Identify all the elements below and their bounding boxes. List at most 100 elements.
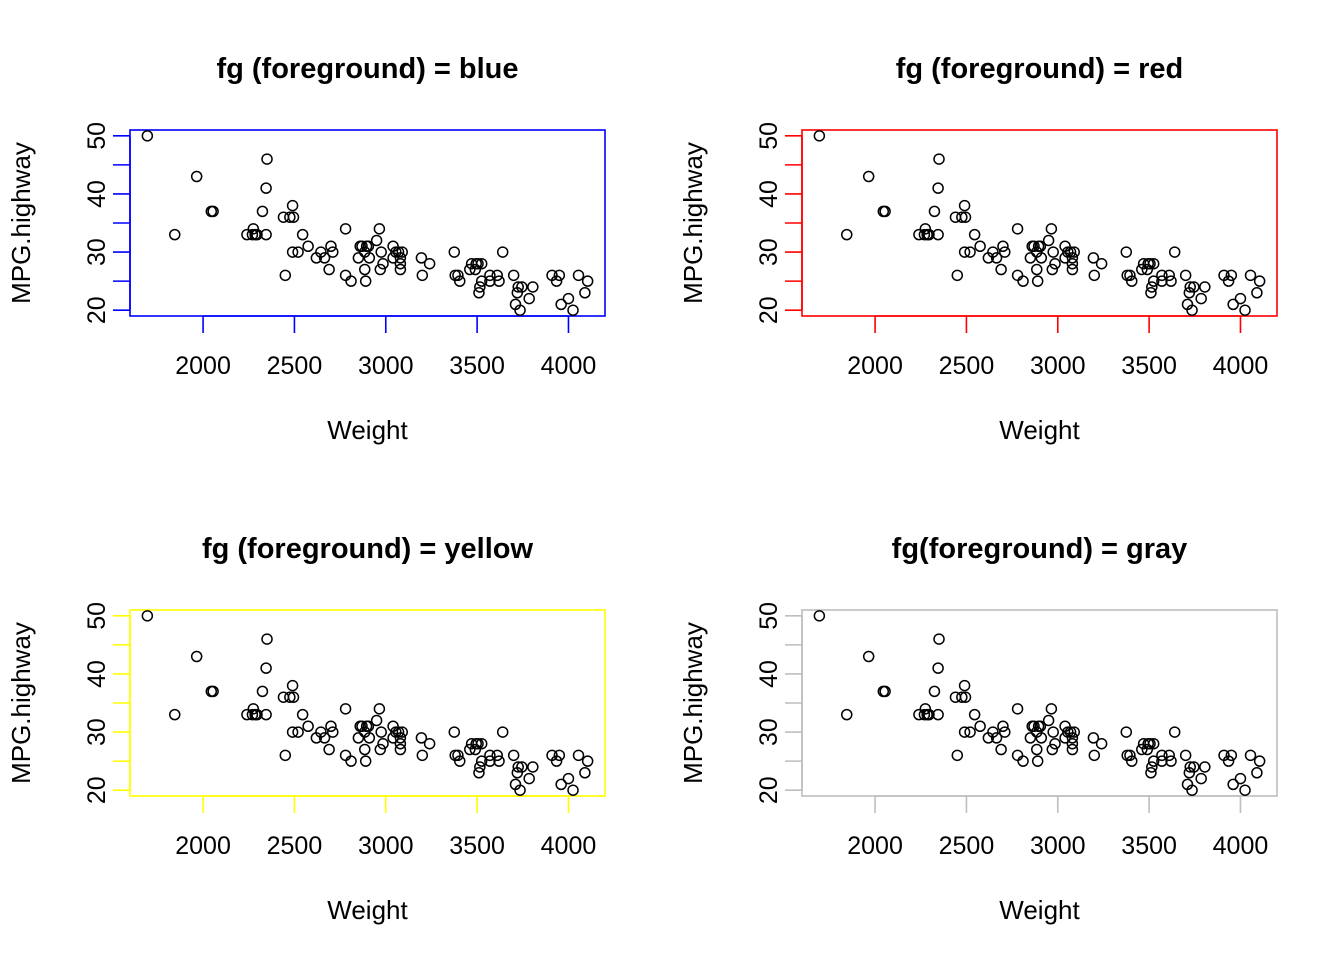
x-tick-label: 2000 [175,832,231,860]
plot-box [129,609,606,797]
y-tick-label: 30 [83,718,111,746]
panel-title: fg(foreground) = gray [892,533,1188,565]
data-point [339,749,352,762]
data-point [452,269,464,282]
x-axis-label: Weight [999,415,1080,445]
data-point [416,269,429,282]
data-point [1120,246,1133,258]
data-point [951,269,964,282]
data-point [1136,263,1148,276]
data-point [260,708,272,721]
data-point [1144,257,1156,270]
data-point [362,240,375,252]
data-point [1147,275,1160,287]
y-axis-label: MPG.highway [6,142,36,304]
data-point [1144,737,1156,750]
data-point [550,275,563,287]
data-point [327,246,339,258]
data-point [514,784,526,796]
data-point [1034,240,1047,252]
data-point [318,732,331,744]
data-point [396,726,408,738]
data-point [1136,743,1148,756]
data-point [1042,234,1055,247]
data-point [352,732,365,744]
x-tick-label: 4000 [1213,352,1269,380]
data-point [394,257,407,270]
data-point [968,708,981,721]
data-point [279,749,292,762]
data-point [516,281,528,293]
data-point [339,269,352,282]
data-point [579,767,591,779]
panel: fg (foreground) = red Weight MPG.highway… [678,53,1278,445]
data-point [454,275,466,287]
data-point [359,743,371,756]
data-point [1066,252,1079,264]
data-point [974,720,986,732]
data-point [496,726,509,738]
data-point [879,685,891,698]
data-point [415,252,428,264]
data-point [1168,726,1181,738]
data-point [1222,755,1235,767]
data-point [260,228,272,241]
panel: fg(foreground) = gray Weight MPG.highway… [678,533,1278,925]
data-point [1222,275,1235,287]
data-point [323,743,335,756]
data-point [1095,257,1108,270]
data-point [370,714,383,727]
panel-title: fg (foreground) = blue [216,53,518,85]
data-point [392,246,405,258]
data-point [958,679,971,692]
x-tick-label: 3500 [449,832,505,860]
data-point [1126,755,1138,767]
x-tick-label: 4000 [1213,832,1269,860]
data-point [251,228,263,241]
data-point [1225,269,1238,282]
data-point [1028,240,1040,252]
data-point [472,257,484,270]
data-point [1066,737,1079,750]
data-point [373,223,386,235]
data-point [527,761,539,773]
data-point [932,662,944,674]
data-point [327,726,339,738]
data-point [1095,737,1108,750]
data-point [1028,720,1040,732]
y-tick-label: 40 [755,180,783,208]
data-point [512,761,524,773]
data-point [469,743,482,756]
y-tick-label: 40 [83,660,111,688]
data-point [473,767,485,779]
data-point [484,275,496,287]
data-point [1088,749,1101,762]
data-point [1017,275,1029,287]
data-point [416,749,429,762]
data-point [879,205,891,218]
data-point [555,778,567,791]
data-point [567,784,579,796]
data-point [256,685,269,698]
data-point [375,726,387,738]
data-point [296,708,309,721]
data-point [1244,269,1257,282]
data-point [581,755,594,767]
data-point [987,246,999,258]
data-point [1087,732,1100,744]
y-tick-label: 20 [755,296,783,324]
data-point [1064,246,1077,258]
data-point [1179,749,1192,762]
data-point [579,287,591,299]
data-point [247,703,260,715]
data-point [315,726,327,738]
data-point [1047,246,1059,258]
x-tick-label: 2500 [267,352,323,380]
data-point [1011,703,1024,715]
data-point [813,130,826,142]
plot-box [801,609,1278,797]
data-point [141,130,154,142]
data-point [284,211,296,223]
data-point [260,662,272,674]
